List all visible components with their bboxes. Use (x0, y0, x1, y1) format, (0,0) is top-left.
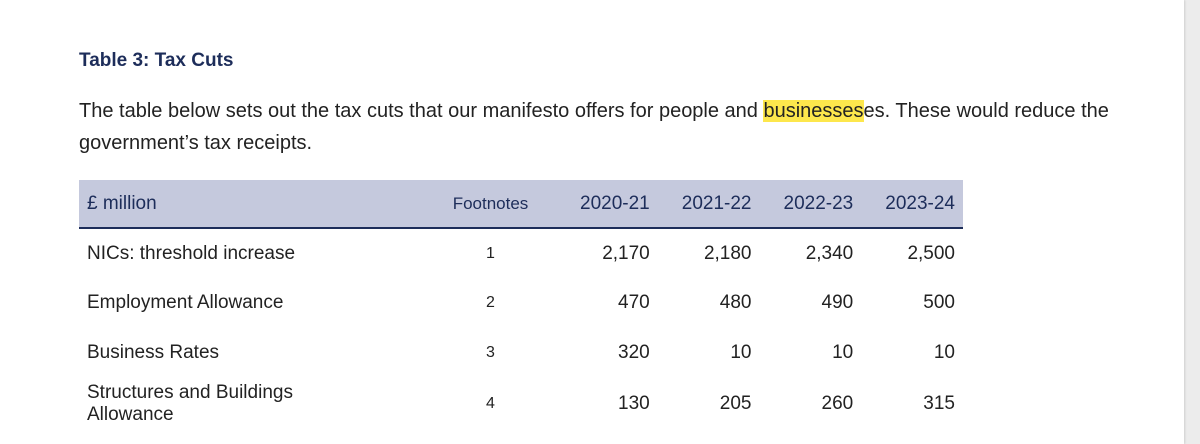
cell-value: 10 (730, 342, 752, 363)
cell-value: 10 (933, 342, 955, 363)
row-label: Structures and Buildings Allowance (79, 378, 425, 428)
table-heading: Table 3: Tax Cuts (79, 50, 234, 71)
header-year-2020-21: 2020-21 (580, 192, 650, 214)
cell-value: 260 (821, 393, 854, 414)
row-label-line: Structures and Buildings (87, 382, 293, 403)
table-row: NICs: threshold increase 1 2,170 2,180 2… (79, 228, 963, 278)
intro-text-after: es. These would reduce the government’s … (79, 100, 1109, 154)
cell-value: 320 (618, 342, 650, 363)
cell-value: 2,170 (602, 242, 650, 264)
header-year-2022-23: 2022-23 (783, 192, 854, 214)
cell-value: 500 (923, 292, 955, 313)
row-label: Employment Allowance (87, 292, 284, 313)
row-footnote: 3 (486, 344, 495, 361)
cell-value: 490 (821, 292, 854, 313)
cell-value: 2,500 (907, 242, 955, 264)
cell-value: 315 (923, 393, 955, 414)
search-highlight: businesses (763, 100, 864, 122)
cell-value: 205 (719, 393, 752, 414)
table-row: Employment Allowance 2 470 480 490 500 (79, 278, 963, 328)
row-footnote: 4 (486, 395, 495, 412)
table-row: Business Rates 3 320 10 10 10 (79, 328, 963, 378)
table-row: Structures and Buildings Allowance 4 130 … (79, 378, 963, 428)
cell-value: 2,340 (805, 242, 854, 264)
row-footnote: 2 (486, 294, 495, 311)
row-label: Business Rates (87, 342, 220, 363)
cell-value: 2,180 (703, 242, 752, 264)
header-year-2023-24: 2023-24 (885, 192, 955, 214)
tax-cuts-table: £ million Footnotes 2020-21 2021-22 2022… (79, 180, 963, 428)
intro-text-before: The table below sets out the tax cuts th… (79, 100, 764, 122)
header-unit: £ million (87, 192, 157, 214)
cell-value: 480 (719, 292, 752, 313)
row-label: NICs: threshold increase (87, 242, 296, 264)
row-label-line: Allowance (87, 404, 174, 425)
cell-value: 470 (618, 292, 650, 313)
row-footnote: 1 (486, 244, 495, 262)
cell-value: 130 (618, 393, 650, 414)
table-header-row: £ million Footnotes 2020-21 2021-22 2022… (79, 180, 963, 228)
header-year-2021-22: 2021-22 (681, 192, 752, 214)
header-footnotes: Footnotes (452, 193, 529, 213)
cell-value: 10 (832, 342, 854, 363)
intro-paragraph: The table below sets out the tax cuts th… (79, 95, 1149, 159)
